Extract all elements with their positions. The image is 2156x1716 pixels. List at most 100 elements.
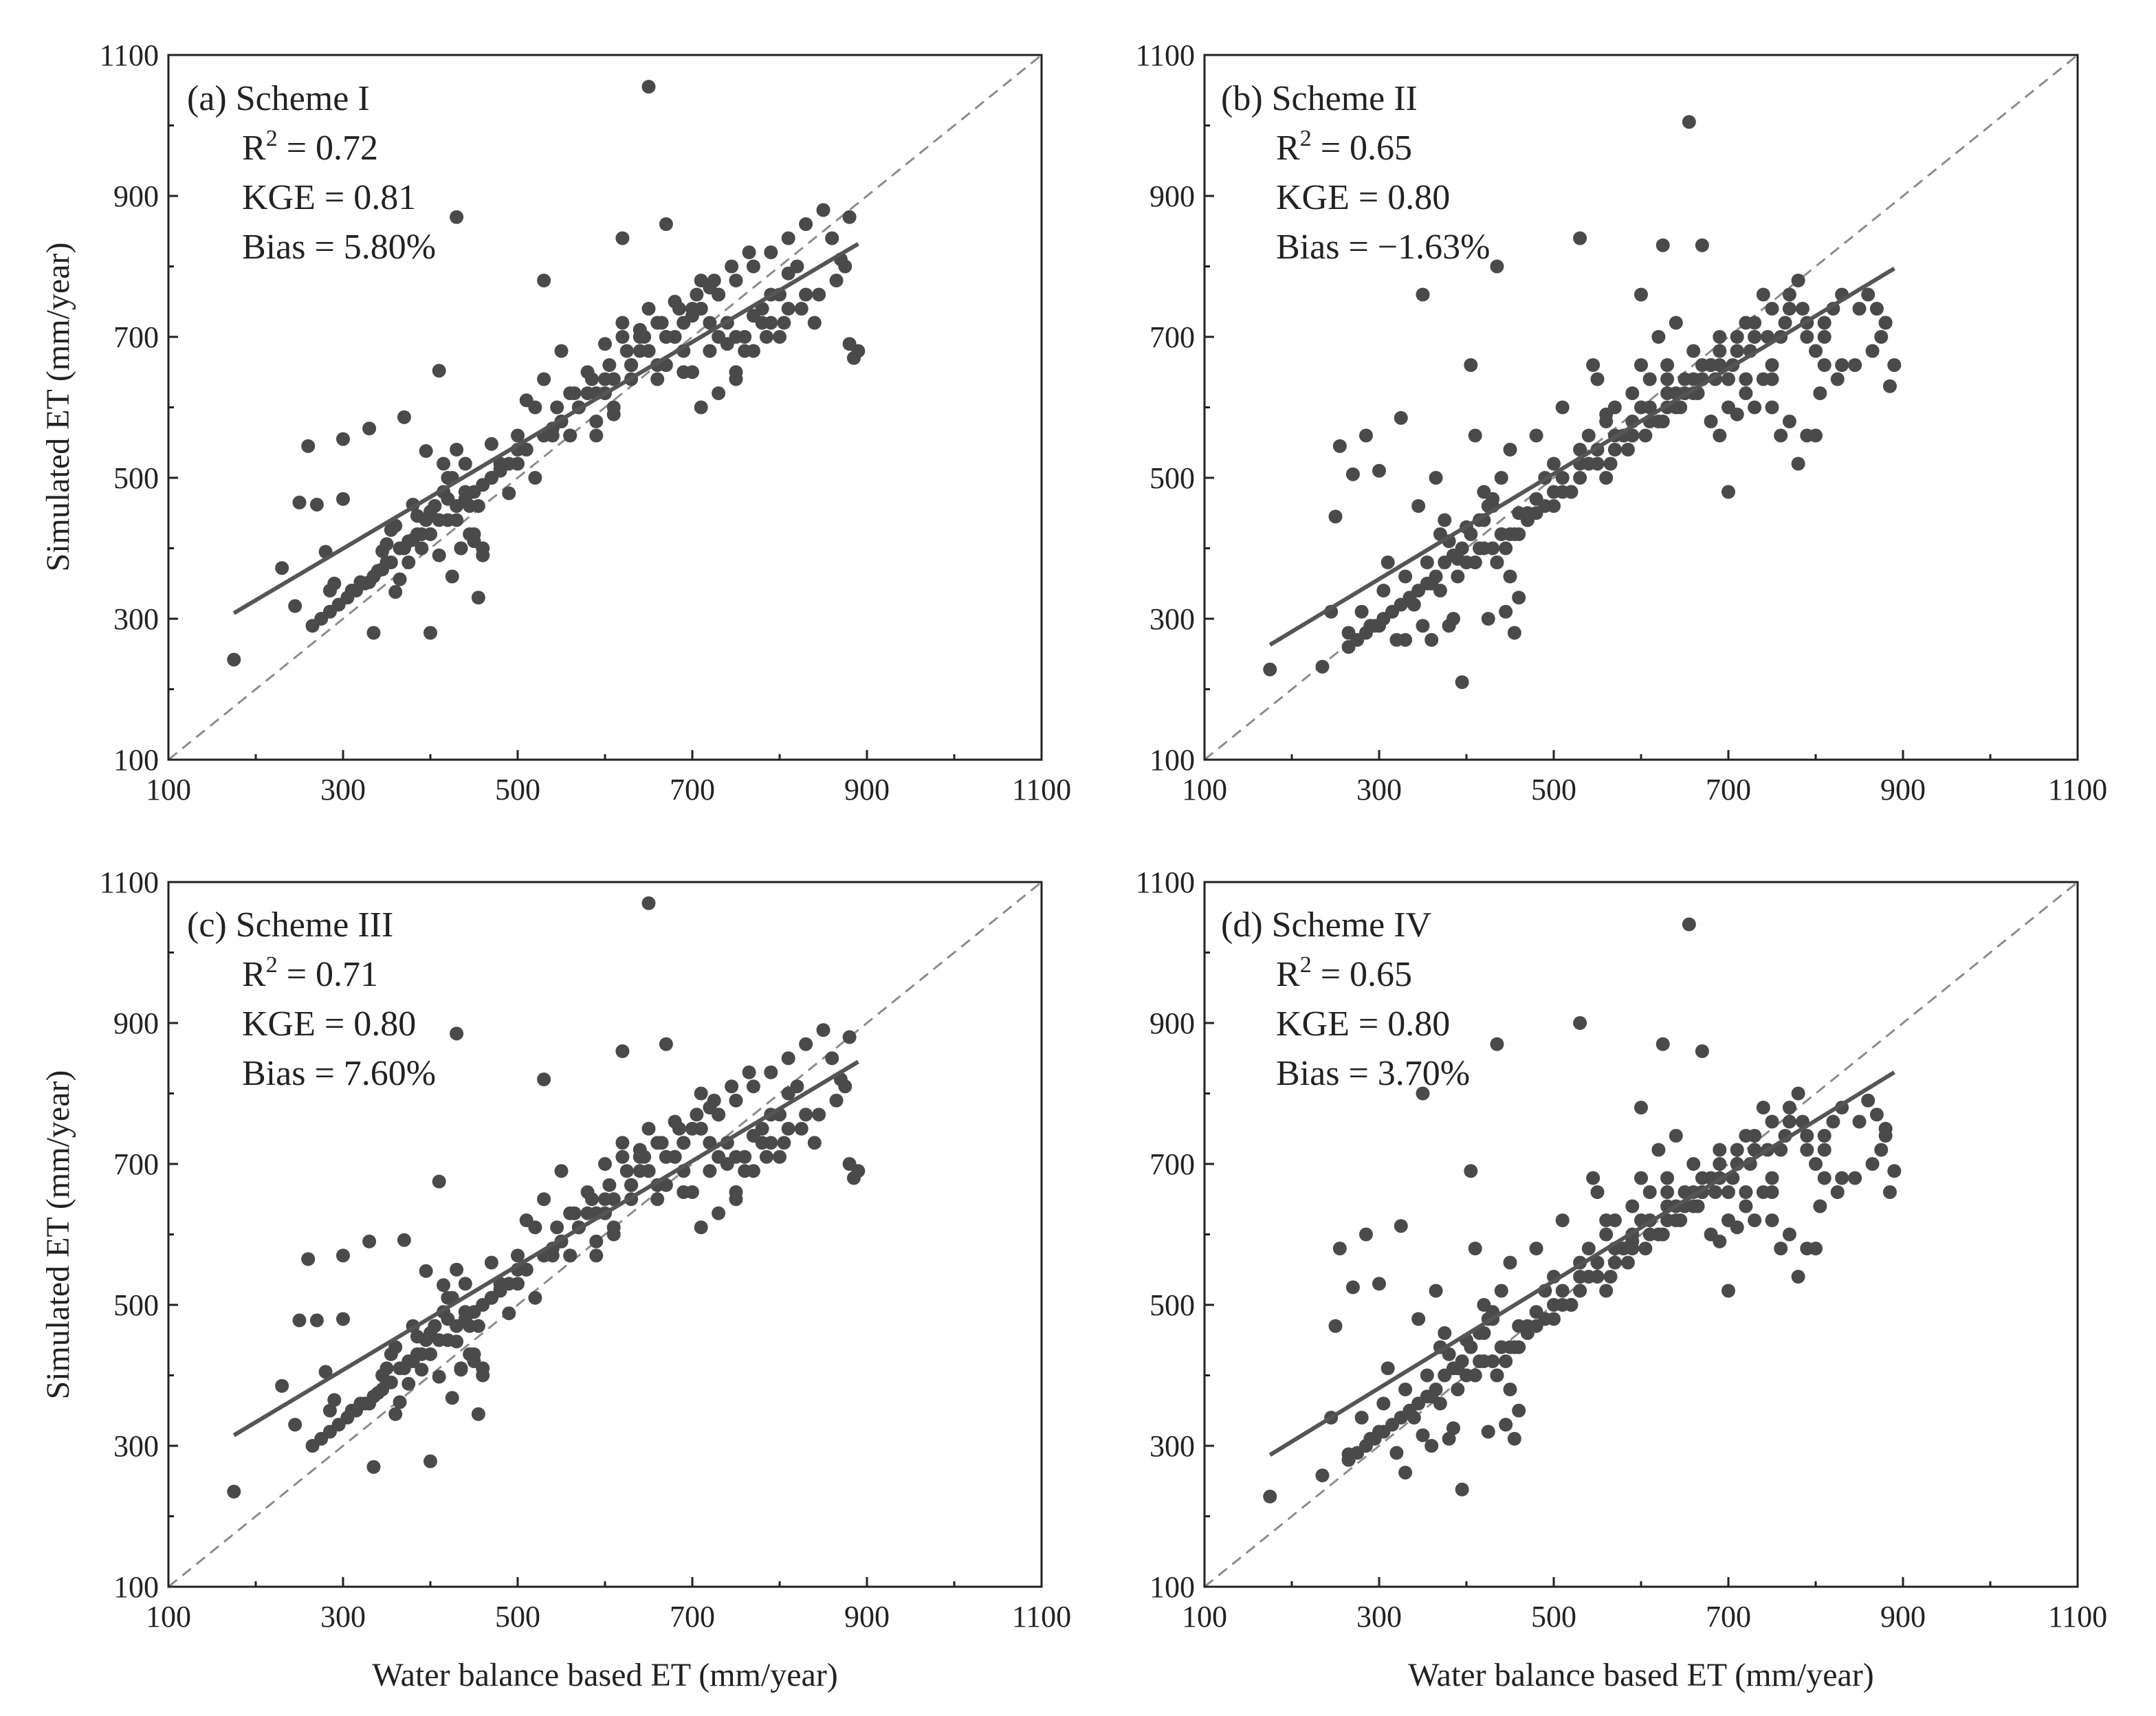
data-point <box>336 492 350 506</box>
data-point <box>1438 513 1452 527</box>
bias-label: Bias = 3.70% <box>1276 1054 1470 1093</box>
data-point <box>1878 316 1893 330</box>
data-point <box>415 1347 429 1361</box>
data-point <box>1499 1354 1513 1368</box>
data-point <box>301 1252 316 1266</box>
y-tick-label: 700 <box>1150 320 1195 354</box>
fit-line <box>1268 267 1895 647</box>
data-point <box>1398 1383 1413 1396</box>
data-point <box>781 1051 795 1066</box>
data-point <box>432 1333 446 1348</box>
data-point <box>1398 1465 1413 1480</box>
one-to-one-line <box>1204 881 2078 1588</box>
data-point <box>397 541 411 556</box>
data-point <box>432 364 446 378</box>
data-point <box>1490 556 1504 569</box>
data-point <box>484 1290 498 1305</box>
data-point <box>703 344 717 358</box>
data-point <box>1315 1468 1330 1483</box>
data-point <box>842 1030 857 1044</box>
data-point <box>825 1051 839 1066</box>
data-point <box>781 231 795 245</box>
data-point <box>694 1220 708 1235</box>
data-point <box>650 372 665 386</box>
data-point <box>1660 358 1675 372</box>
data-point <box>641 1121 656 1136</box>
data-point <box>1765 1185 1779 1199</box>
panel-title: (d) Scheme IV <box>1221 905 1431 945</box>
data-point <box>467 1305 481 1319</box>
data-point <box>851 1164 866 1178</box>
r2-label: R2 = 0.72 <box>242 126 378 168</box>
data-point <box>829 274 844 287</box>
data-point <box>511 428 525 443</box>
data-point <box>1739 372 1753 386</box>
data-point <box>1782 415 1796 428</box>
y-tick-label: 100 <box>113 743 159 777</box>
data-point <box>428 499 442 513</box>
data-point <box>1761 330 1775 344</box>
data-point <box>1869 1108 1884 1122</box>
data-point <box>1603 1270 1618 1284</box>
data-point <box>1468 1242 1482 1255</box>
data-point <box>1573 231 1587 245</box>
data-point <box>1817 358 1832 372</box>
data-point <box>1704 415 1718 428</box>
data-point <box>1695 1171 1709 1185</box>
x-tick-label: 700 <box>1706 773 1751 806</box>
data-point <box>1817 1129 1832 1143</box>
data-point <box>1691 1199 1705 1213</box>
data-point <box>1887 1164 1902 1178</box>
data-point <box>1774 1242 1788 1255</box>
data-point <box>1695 358 1709 372</box>
data-point <box>1451 1383 1465 1396</box>
data-point <box>1625 428 1640 443</box>
data-point <box>1782 1114 1796 1129</box>
data-point <box>1686 344 1701 358</box>
data-point <box>1503 443 1517 456</box>
data-point <box>1642 1185 1657 1199</box>
data-point <box>676 1136 691 1150</box>
data-point <box>1341 640 1356 654</box>
data-point <box>1835 1171 1849 1185</box>
data-point <box>1590 456 1605 471</box>
data-point <box>606 1192 621 1207</box>
data-point <box>1503 569 1517 584</box>
data-point <box>1861 1093 1876 1108</box>
data-point <box>615 1150 630 1164</box>
data-point <box>712 1206 726 1220</box>
data-point <box>463 1347 477 1361</box>
data-point <box>1809 344 1823 358</box>
data-point <box>1748 330 1762 344</box>
data-point <box>1660 1171 1675 1185</box>
data-point <box>1730 1220 1744 1235</box>
data-point <box>380 556 394 569</box>
data-point <box>1765 372 1779 386</box>
data-point <box>1791 274 1805 287</box>
data-point <box>1782 302 1796 316</box>
data-point <box>606 1220 621 1235</box>
data-point <box>712 287 726 302</box>
data-point <box>1345 467 1360 481</box>
data-point <box>1503 1255 1517 1270</box>
data-point <box>729 1093 743 1108</box>
data-point <box>415 1363 429 1377</box>
x-tick-label: 700 <box>670 773 715 806</box>
panel-b: 100 300 500 700 900 1100 100 300 500 700 900 1100 (… <box>1136 38 2108 806</box>
data-point <box>1581 428 1596 443</box>
data-point <box>484 437 498 451</box>
data-point <box>1739 1199 1753 1213</box>
data-point <box>725 1079 739 1094</box>
panel-a: 100 300 500 700 900 1100 100 300 500 700 900 1100 (… <box>100 38 1072 806</box>
data-point <box>1464 1164 1478 1178</box>
data-point <box>1494 1284 1508 1298</box>
data-point <box>502 456 516 471</box>
data-point <box>1433 1396 1447 1411</box>
data-point <box>1813 386 1827 400</box>
data-point <box>1398 632 1413 647</box>
data-point <box>454 541 468 556</box>
data-point <box>1328 1319 1343 1333</box>
data-point <box>424 1454 437 1468</box>
data-point <box>537 1072 551 1086</box>
data-point <box>1782 1101 1796 1114</box>
